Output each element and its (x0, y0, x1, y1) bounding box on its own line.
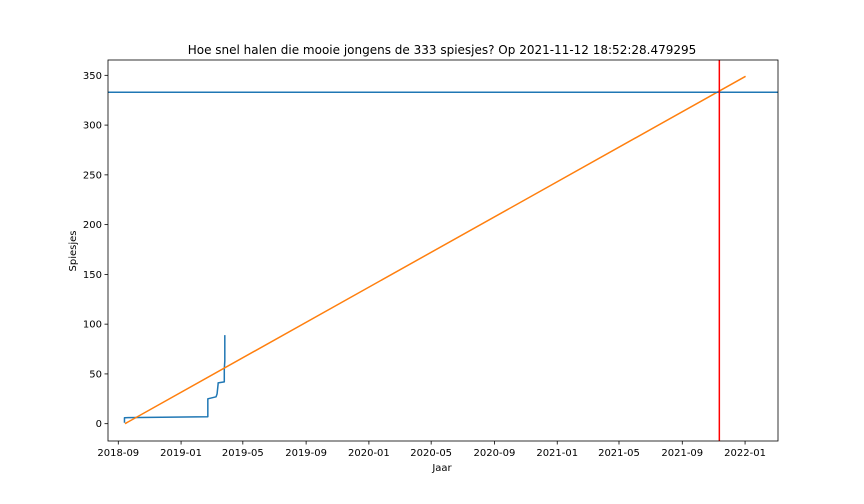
chart-title: Hoe snel halen die mooie jongens de 333 … (188, 43, 697, 57)
x-tick-label: 2021-05 (598, 448, 640, 459)
y-tick-label: 300 (83, 121, 102, 132)
x-tick-label: 2018-09 (97, 448, 139, 459)
x-tick-label: 2021-01 (536, 448, 578, 459)
y-axis-label: Spiesjes (68, 231, 79, 272)
x-tick-label: 2020-09 (474, 448, 516, 459)
y-tick-label: 250 (83, 170, 102, 181)
x-tick-label: 2020-05 (410, 448, 452, 459)
y-tick-label: 200 (83, 220, 102, 231)
x-tick-label: 2019-01 (160, 448, 202, 459)
series-line-1 (123, 335, 226, 423)
plot-area: 2018-09 2019-01 2019-05 2019-09 2020-01 2020-… (83, 59, 779, 459)
axes-frame (107, 59, 779, 442)
x-tick-label: 2019-05 (222, 448, 264, 459)
y-tick-label: 350 (83, 71, 102, 82)
y-tick-label: 100 (83, 320, 102, 331)
x-tick-label: 2020-01 (348, 448, 390, 459)
x-tick-label: 2021-09 (661, 448, 703, 459)
series-line-2 (124, 75, 746, 425)
y-tick-label: 0 (96, 419, 102, 430)
x-tick-label: 2022-01 (724, 448, 766, 459)
y-tick-label: 150 (83, 270, 102, 281)
x-axis-label: Jaar (431, 463, 452, 474)
y-tick-label: 50 (89, 369, 102, 380)
x-tick-label: 2019-09 (285, 448, 327, 459)
